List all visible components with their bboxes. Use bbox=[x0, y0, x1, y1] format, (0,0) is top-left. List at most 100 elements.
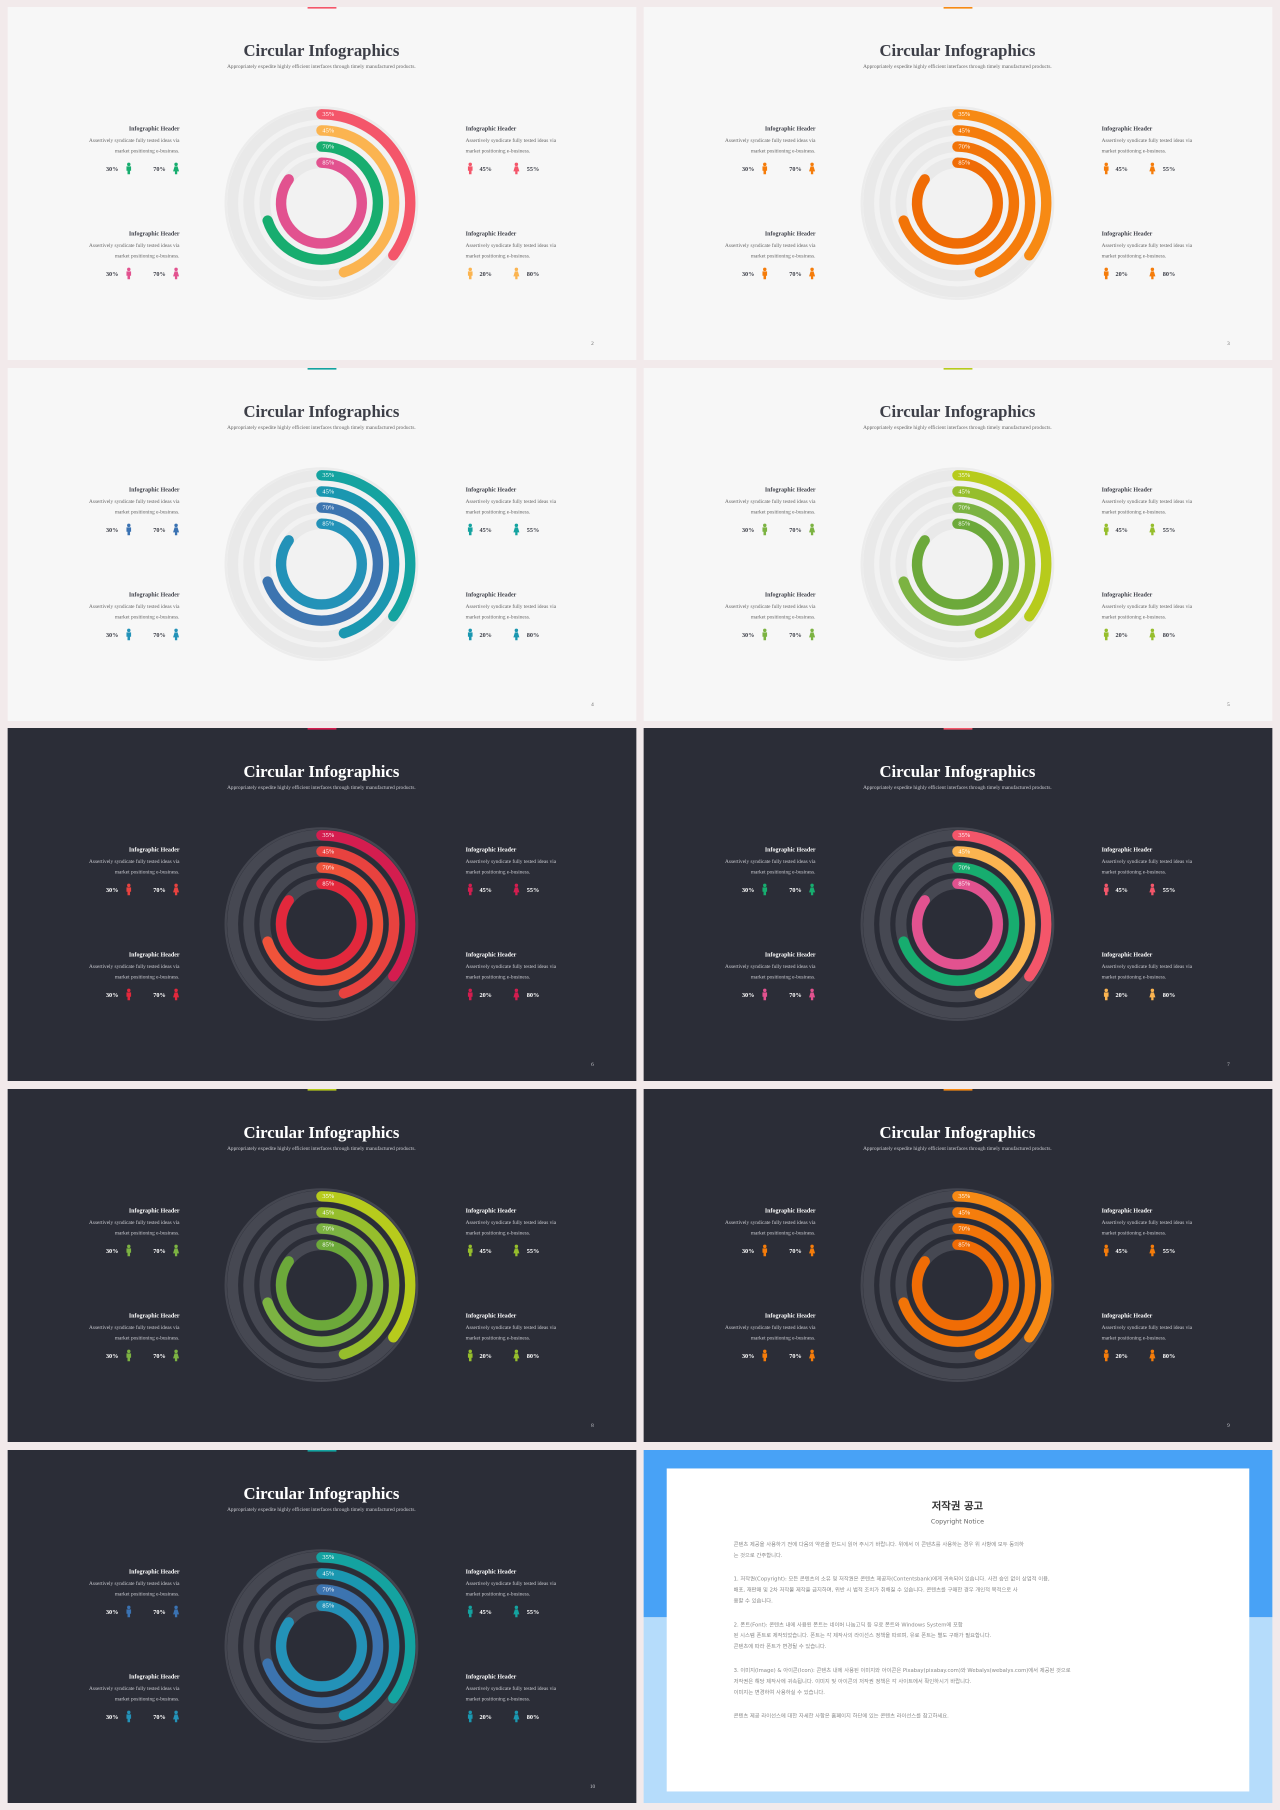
icon-body bbox=[173, 1248, 180, 1257]
block-header: Infographic Header bbox=[129, 1209, 180, 1215]
icon-body bbox=[173, 632, 180, 641]
block-text: Assertively syndicate fully tested ideas… bbox=[1102, 498, 1193, 505]
block-text: market positioning e-business. bbox=[751, 974, 816, 980]
stat-value: 80% bbox=[1163, 632, 1175, 639]
notice-line: 콘텐츠에 따라 폰트가 변경될 수 있습니다. bbox=[734, 1642, 827, 1650]
icon-head bbox=[763, 1349, 767, 1354]
ring-inner bbox=[226, 469, 417, 659]
info-block: Infographic Header Assertively syndicate … bbox=[1102, 488, 1193, 536]
block-header: Infographic Header bbox=[1102, 127, 1153, 133]
ring-label: 85% bbox=[322, 160, 334, 167]
icon-head bbox=[1150, 1349, 1155, 1354]
block-text: Assertively syndicate fully tested ideas… bbox=[89, 1219, 180, 1226]
block-header: Infographic Header bbox=[466, 1314, 517, 1320]
ring-label: 45% bbox=[322, 848, 334, 855]
slide[interactable]: Circular Infographics Appropriately exped… bbox=[7, 1450, 637, 1803]
ring-label: 85% bbox=[958, 1242, 970, 1249]
icon-body bbox=[809, 1248, 816, 1257]
block-header: Infographic Header bbox=[765, 593, 816, 599]
block-header: Infographic Header bbox=[129, 593, 180, 599]
stat-value: 55% bbox=[1163, 1248, 1175, 1255]
block-header: Infographic Header bbox=[1102, 953, 1153, 959]
block-text: Assertively syndicate fully tested ideas… bbox=[466, 858, 557, 865]
ring-inner bbox=[862, 1190, 1053, 1380]
stat-value: 70% bbox=[153, 632, 165, 639]
icon-head bbox=[514, 1710, 519, 1715]
icon-body bbox=[1149, 1353, 1156, 1362]
slide[interactable]: Circular Infographics Appropriately exped… bbox=[7, 7, 637, 360]
info-block: Infographic Header Assertively syndicate … bbox=[725, 953, 816, 1001]
slide[interactable]: Circular Infographics Appropriately exped… bbox=[643, 1089, 1273, 1442]
info-block: Infographic Header Assertively syndicate … bbox=[89, 1675, 180, 1723]
info-block: Infographic Header Assertively syndicate … bbox=[725, 848, 816, 896]
block-text: market positioning e-business. bbox=[466, 1230, 531, 1236]
slide-subtitle: Appropriately expedite highly efficient … bbox=[227, 784, 416, 791]
block-text: Assertively syndicate fully tested ideas… bbox=[1102, 858, 1193, 865]
ring-arc bbox=[952, 1191, 1052, 1343]
info-block: Infographic Header Assertively syndicate … bbox=[725, 593, 816, 641]
icon-head bbox=[763, 1244, 767, 1249]
icon-head bbox=[174, 1349, 178, 1354]
icon-body bbox=[467, 887, 473, 896]
block-header: Infographic Header bbox=[765, 848, 816, 854]
block-header: Infographic Header bbox=[129, 1675, 180, 1681]
block-text: market positioning e-business. bbox=[751, 1230, 816, 1236]
icon-head bbox=[1104, 267, 1108, 272]
stat-value: 30% bbox=[742, 632, 754, 639]
icon-head bbox=[174, 1605, 178, 1610]
icon-body bbox=[513, 1609, 520, 1618]
ring-arc bbox=[952, 486, 1036, 639]
icon-head bbox=[1150, 523, 1155, 528]
block-text: market positioning e-business. bbox=[1102, 869, 1167, 875]
slide[interactable]: Circular Infographics Appropriately exped… bbox=[7, 1089, 637, 1442]
ring-arc bbox=[911, 157, 1003, 249]
accent-line bbox=[943, 728, 973, 730]
slide[interactable]: 저작권 공고 Copyright Notice 콘텐츠 제공을 사용하기 전에 다음… bbox=[643, 1450, 1273, 1803]
stat-value: 55% bbox=[1163, 887, 1175, 894]
stat-value: 55% bbox=[1163, 527, 1175, 534]
slide[interactable]: Circular Infographics Appropriately exped… bbox=[7, 368, 637, 721]
stat-value: 30% bbox=[106, 1609, 118, 1616]
slide[interactable]: Circular Infographics Appropriately exped… bbox=[643, 728, 1273, 1081]
block-text: Assertively syndicate fully tested ideas… bbox=[466, 1219, 557, 1226]
stat-value: 30% bbox=[742, 992, 754, 999]
stat-value: 20% bbox=[1115, 1353, 1127, 1360]
accent-line bbox=[943, 1089, 973, 1091]
icon-head bbox=[127, 162, 131, 167]
ring-arc bbox=[275, 878, 367, 970]
stat-value: 20% bbox=[1115, 992, 1127, 999]
page-number: 6 bbox=[591, 1062, 594, 1068]
block-header: Infographic Header bbox=[466, 593, 517, 599]
block-header: Infographic Header bbox=[129, 127, 180, 133]
block-header: Infographic Header bbox=[765, 953, 816, 959]
slide[interactable]: Circular Infographics Appropriately exped… bbox=[7, 728, 637, 1081]
icon-head bbox=[810, 1349, 814, 1354]
icon-body bbox=[173, 271, 180, 280]
block-text: market positioning e-business. bbox=[1102, 148, 1167, 154]
icon-body bbox=[1149, 1248, 1156, 1257]
block-text: market positioning e-business. bbox=[751, 509, 816, 515]
block-text: market positioning e-business. bbox=[466, 509, 531, 515]
icon-body bbox=[762, 527, 768, 536]
block-text: Assertively syndicate fully tested ideas… bbox=[725, 1324, 816, 1331]
notice-line: 배포, 재판매 및 2차 저작물 제작을 금지하며, 위반 시 법적 조치가 취… bbox=[734, 1586, 1018, 1594]
block-text: Assertively syndicate fully tested ideas… bbox=[89, 1685, 180, 1692]
icon-body bbox=[1103, 632, 1109, 641]
slide[interactable]: Circular Infographics Appropriately exped… bbox=[643, 7, 1273, 360]
block-text: market positioning e-business. bbox=[466, 253, 531, 259]
stat-value: 30% bbox=[742, 1248, 754, 1255]
icon-body bbox=[126, 271, 132, 280]
block-text: market positioning e-business. bbox=[1102, 1230, 1167, 1236]
block-text: market positioning e-business. bbox=[115, 1696, 180, 1702]
icon-head bbox=[468, 628, 472, 633]
slide-subtitle: Appropriately expedite highly efficient … bbox=[863, 424, 1052, 431]
icon-head bbox=[763, 883, 767, 888]
icon-head bbox=[1150, 883, 1155, 888]
page-number: 8 bbox=[591, 1423, 594, 1429]
icon-body bbox=[513, 166, 520, 175]
block-text: Assertively syndicate fully tested ideas… bbox=[89, 603, 180, 610]
stat-value: 30% bbox=[106, 166, 118, 173]
info-block: Infographic Header Assertively syndicate … bbox=[466, 953, 557, 1001]
slide[interactable]: Circular Infographics Appropriately exped… bbox=[643, 368, 1273, 721]
block-header: Infographic Header bbox=[1102, 232, 1153, 238]
